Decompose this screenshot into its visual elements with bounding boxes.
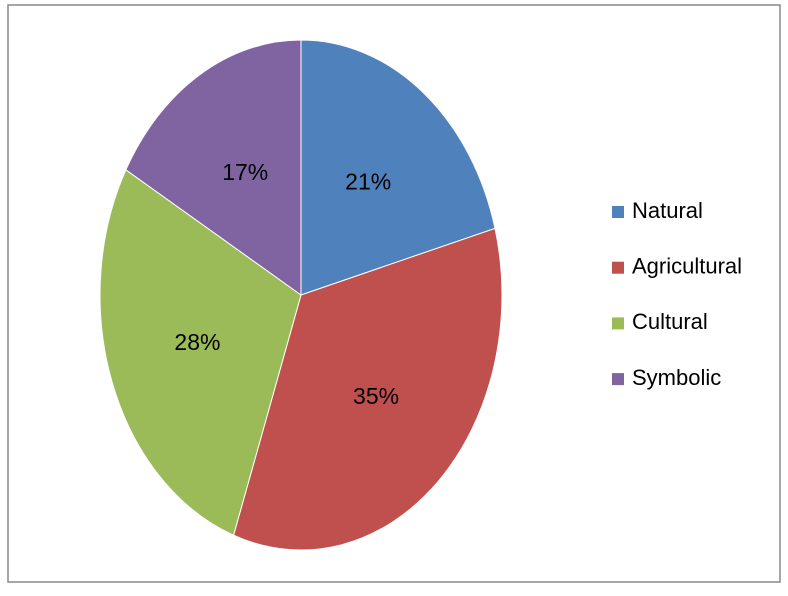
data-label: 17%	[222, 159, 268, 185]
pie-slice	[125, 39, 302, 296]
pie-slice	[300, 39, 496, 296]
legend-label: Agricultural	[632, 254, 742, 279]
pie-slice	[99, 169, 302, 536]
legend-label: Symbolic	[632, 365, 721, 390]
legend-label: Cultural	[632, 309, 708, 334]
data-label: 21%	[345, 169, 391, 195]
pie-slice	[232, 227, 503, 551]
legend-swatch	[612, 261, 624, 274]
legend-swatch	[612, 206, 624, 218]
data-label: 28%	[174, 329, 220, 355]
legend-label: Natural	[632, 198, 703, 223]
legend-swatch	[612, 373, 624, 386]
legend-swatch	[612, 317, 624, 330]
data-label: 35%	[353, 383, 399, 409]
